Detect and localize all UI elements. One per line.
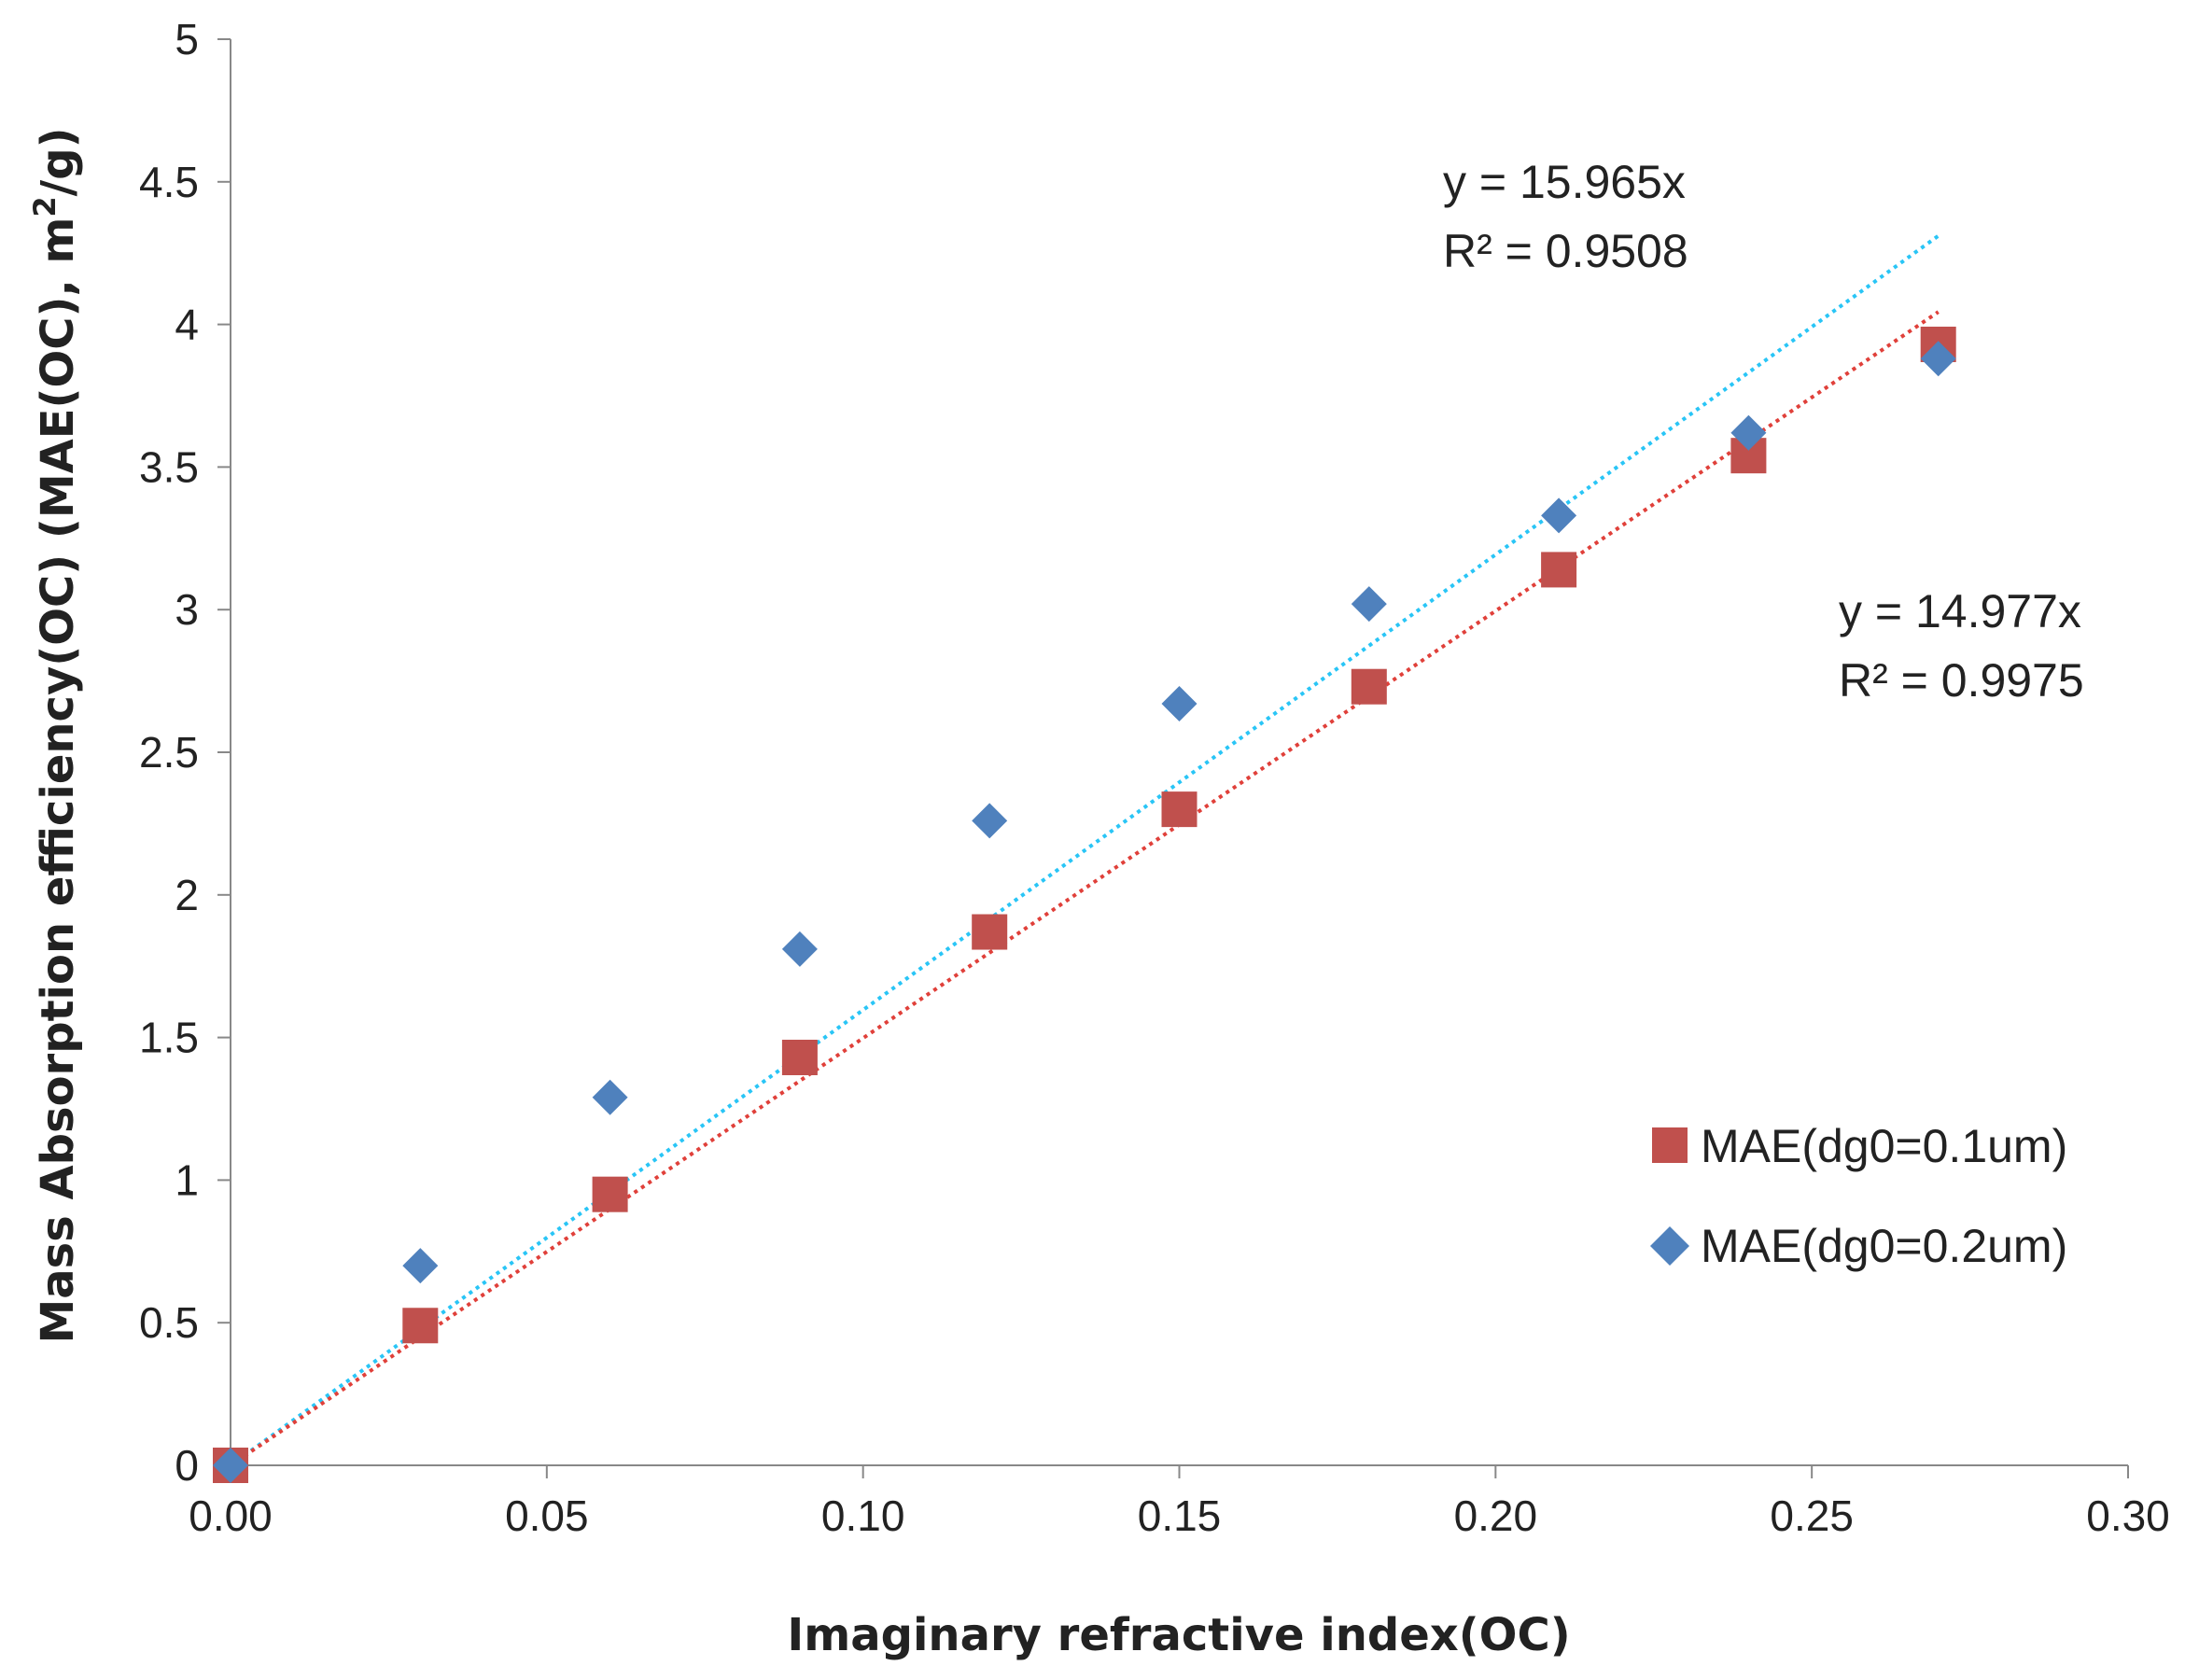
ticks: 0 0.5 1 1.5 2 2.5 3 3.5 4 4.5 5 0.00 0.05 0.10 0.15 0.2… [139,15,2170,1540]
legend-label-0.1um: MAE(dg0=0.1um) [1701,1120,2067,1172]
y-tick-label: 0.5 [139,1298,199,1347]
trend-0.1um-equation: y = 14.977x [1839,585,2081,637]
point-0.1um [781,1039,818,1075]
x-tick-label: 0.25 [1770,1491,1854,1540]
y-tick-label: 3.5 [139,442,199,491]
trend-0.2um-line [229,234,1940,1467]
point-0.2um [213,1448,248,1483]
legend-marker-diamond [1650,1226,1689,1266]
point-0.1um [1541,552,1577,588]
legend-label-0.2um: MAE(dg0=0.2um) [1701,1220,2067,1272]
y-axis-title: Mass Absorption efficiency(OC) (MAE(OC),… [27,127,84,1343]
x-tick-label: 0.20 [1454,1491,1538,1540]
point-0.1um [1161,791,1198,828]
y-tick-label: 3 [175,585,199,634]
y-tick-label: 1 [175,1155,199,1204]
point-0.1um [972,914,1008,950]
markers [213,326,1956,1483]
x-tick-label: 0.05 [505,1491,589,1540]
y-tick-label: 2.5 [139,728,199,777]
x-axis-title: Imaginary refractive index(OC) [787,1609,1570,1661]
trend-0.2um-equation: y = 15.965x [1443,156,1686,208]
trend-0.1um-r2: R² = 0.9975 [1839,654,2084,707]
point-0.2um [1920,341,1956,377]
point-0.2um [1161,686,1198,722]
point-0.1um [402,1308,439,1344]
y-tick-label: 2 [175,871,199,919]
y-tick-label: 1.5 [139,1014,199,1062]
y-axis-title-sup: 2 [27,196,63,217]
trend-0.1um-line [229,310,1940,1467]
trendlines [229,234,1940,1467]
point-0.1um [1351,668,1387,705]
point-0.2um [402,1248,439,1284]
point-0.2um [972,803,1008,839]
x-tick-label: 0.15 [1138,1491,1222,1540]
x-tick-label: 0.30 [2086,1491,2170,1540]
y-tick-label: 0 [175,1441,199,1490]
point-0.2um [1351,586,1387,623]
x-tick-label: 0.00 [189,1491,273,1540]
point-0.2um [1541,497,1577,534]
point-0.2um [781,931,818,967]
legend: MAE(dg0=0.1um) MAE(dg0=0.2um) [1650,1120,2067,1272]
point-0.2um [592,1079,628,1115]
y-tick-label: 5 [175,15,199,63]
x-tick-label: 0.10 [821,1491,905,1540]
trend-0.2um-r2: R² = 0.9508 [1443,225,1688,277]
legend-marker-square [1652,1127,1688,1163]
point-0.2um [1730,414,1767,451]
y-tick-label: 4 [175,301,199,349]
y-axis-title-main: Mass Absorption efficiency(OC) (MAE(OC),… [32,217,84,1344]
y-tick-label: 4.5 [139,158,199,206]
y-axis-title-end: /g) [32,127,84,196]
point-0.1um [592,1176,628,1212]
